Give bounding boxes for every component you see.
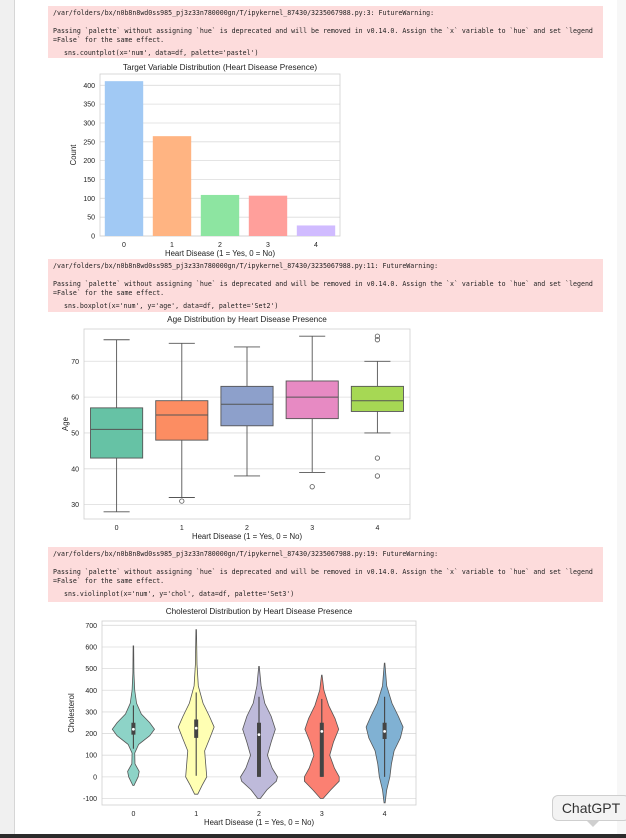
countplot-svg: 0 50 100 150 200 250 300 350 400 0 1 2 3 4 Target Vari… xyxy=(69,63,341,258)
chart-title: Target Variable Distribution (Heart Dise… xyxy=(123,63,317,72)
bar xyxy=(248,195,288,236)
violin-median xyxy=(257,733,261,737)
warning-path: /var/folders/bx/n0b8n8wd0ss985_pj3z33n78… xyxy=(53,550,439,558)
warning-message: Passing `palette` without assigning `hue… xyxy=(53,280,593,288)
warning-message: Passing `palette` without assigning `hue… xyxy=(53,568,593,576)
x-tick-label: 1 xyxy=(194,811,198,818)
violin-median xyxy=(132,727,135,731)
plot-frame xyxy=(101,620,417,806)
violin-median xyxy=(194,726,198,730)
x-tick-label: 2 xyxy=(257,811,261,818)
y-tick-label: 400 xyxy=(83,83,95,90)
violinplot-chart: -100 0 100 200 300 400 500 600 700 0 1 2 3 4 Cholester… xyxy=(62,603,432,835)
y-tick-label: 50 xyxy=(71,430,79,437)
box-outlier xyxy=(309,484,315,490)
warning-message: =False` for the same effect. xyxy=(53,289,165,297)
y-axis-label: Count xyxy=(69,144,78,166)
bar xyxy=(296,225,336,236)
box-outlier xyxy=(374,337,380,343)
x-tick-label: 3 xyxy=(310,525,314,532)
warning-message: =False` for the same effect. xyxy=(53,577,165,585)
y-axis-label: Age xyxy=(61,417,70,431)
x-axis-label: Heart Disease (1 = Yes, 0 = No) xyxy=(192,532,302,541)
window-bottom-edge xyxy=(0,834,626,838)
warning-output-1: /var/folders/bx/n0b8n8wd0ss985_pj3z33n78… xyxy=(48,6,603,58)
violin-iqr xyxy=(257,722,261,777)
x-tick-label: 2 xyxy=(218,242,222,249)
chatgpt-badge[interactable]: ChatGPT xyxy=(552,795,626,821)
boxplot-svg: 30 40 50 60 70 0 1 2 3 4 Age Distribution by Heart… xyxy=(61,315,411,541)
chart-title: Cholesterol Distribution by Heart Diseas… xyxy=(166,607,353,616)
box-outlier xyxy=(374,473,380,479)
y-tick-label: 600 xyxy=(85,644,97,651)
box-outlier xyxy=(179,498,185,504)
warning-path: /var/folders/bx/n0b8n8wd0ss985_pj3z33n78… xyxy=(53,262,439,270)
bar xyxy=(200,194,240,236)
warning-code: sns.boxplot(x='num', y='age', data=df, p… xyxy=(64,302,279,310)
x-tick-label: 2 xyxy=(245,525,249,532)
x-tick-label: 4 xyxy=(314,242,318,249)
y-tick-label: 200 xyxy=(83,158,95,165)
y-tick-label: 0 xyxy=(91,234,95,241)
y-tick-label: -100 xyxy=(83,796,97,803)
y-tick-label: 60 xyxy=(71,395,79,402)
bar xyxy=(152,136,192,236)
scrollbar[interactable] xyxy=(617,0,626,838)
x-tick-label: 1 xyxy=(170,242,174,249)
plot-frame xyxy=(83,328,411,520)
violinplot-svg: -100 0 100 200 300 400 500 600 700 0 1 2 3 4 Cholester… xyxy=(67,607,417,827)
chart-title: Age Distribution by Heart Disease Presen… xyxy=(167,315,327,324)
warning-message: Passing `palette` without assigning `hue… xyxy=(53,27,593,35)
y-tick-label: 350 xyxy=(83,102,95,109)
warning-output-3: /var/folders/bx/n0b8n8wd0ss985_pj3z33n78… xyxy=(48,547,603,602)
x-tick-label: 0 xyxy=(131,811,135,818)
y-tick-label: 0 xyxy=(93,774,97,781)
x-tick-label: 1 xyxy=(180,525,184,532)
violin-median xyxy=(383,730,386,733)
y-tick-label: 700 xyxy=(85,623,97,630)
warning-message: =False` for the same effect. xyxy=(53,36,165,44)
y-tick-label: 300 xyxy=(83,120,95,127)
y-tick-label: 400 xyxy=(85,688,97,695)
x-axis-label: Heart Disease (1 = Yes, 0 = No) xyxy=(165,249,275,258)
chatgpt-badge-tail xyxy=(586,820,600,827)
x-tick-label: 0 xyxy=(115,525,119,532)
y-tick-label: 500 xyxy=(85,666,97,673)
y-tick-label: 150 xyxy=(83,177,95,184)
x-tick-label: 3 xyxy=(320,811,324,818)
box-outlier xyxy=(374,455,380,461)
y-tick-label: 100 xyxy=(83,196,95,203)
y-tick-label: 40 xyxy=(71,466,79,473)
box xyxy=(285,380,339,420)
countplot-chart: 0 50 100 150 200 250 300 350 400 0 1 2 3 4 Target Vari… xyxy=(62,60,352,260)
y-tick-label: 100 xyxy=(85,753,97,760)
y-tick-label: 70 xyxy=(71,359,79,366)
box xyxy=(350,385,404,412)
bar xyxy=(104,81,144,236)
box xyxy=(155,400,209,441)
x-tick-label: 0 xyxy=(122,242,126,249)
boxplot-chart: 30 40 50 60 70 0 1 2 3 4 Age Distribution by Heart… xyxy=(61,313,422,548)
warning-code: sns.countplot(x='num', data=df, palette=… xyxy=(64,49,259,57)
x-tick-label: 4 xyxy=(375,525,379,532)
box xyxy=(90,407,144,459)
x-tick-label: 3 xyxy=(266,242,270,249)
violin-iqr xyxy=(319,722,324,777)
y-tick-label: 200 xyxy=(85,731,97,738)
x-axis-label: Heart Disease (1 = Yes, 0 = No) xyxy=(204,818,314,827)
y-tick-label: 300 xyxy=(85,709,97,716)
warning-path: /var/folders/bx/n0b8n8wd0ss985_pj3z33n78… xyxy=(53,9,435,17)
box-outlier xyxy=(374,333,380,339)
violin-median xyxy=(320,730,324,733)
warning-code: sns.violinplot(x='num', y='chol', data=d… xyxy=(64,590,295,598)
x-tick-label: 4 xyxy=(383,811,387,818)
warning-output-2: /var/folders/bx/n0b8n8wd0ss985_pj3z33n78… xyxy=(48,259,603,312)
y-tick-label: 50 xyxy=(87,215,95,222)
y-tick-label: 250 xyxy=(83,139,95,146)
y-axis-label: Cholesterol xyxy=(67,693,76,733)
box xyxy=(220,385,274,427)
y-tick-label: 30 xyxy=(71,502,79,509)
